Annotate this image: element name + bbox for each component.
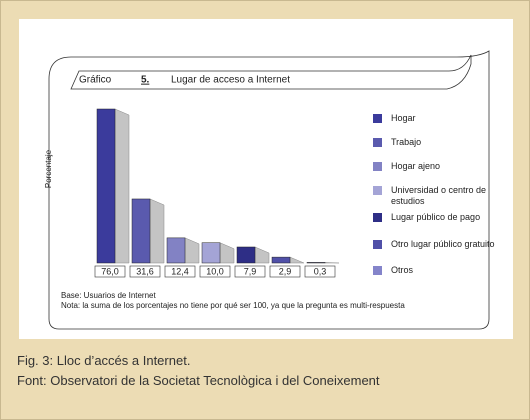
bar	[306, 262, 326, 264]
chart: Gráfico 5. Lugar de acceso a Internet Po…	[44, 50, 490, 330]
note: Nota: la suma de los porcentajes no tien…	[61, 301, 405, 310]
value-label-box	[269, 265, 301, 278]
bar	[201, 242, 221, 264]
bar-side	[324, 262, 340, 264]
caption-title: Fig. 3: Lloc d’accés a Internet.	[17, 353, 191, 368]
legend-swatch	[373, 213, 382, 222]
note: Base: Usuarios de Internet	[61, 291, 156, 300]
caption-source: Font: Observatori de la Societat Tecnolò…	[17, 373, 380, 388]
value-label-box	[234, 265, 266, 278]
title-number: 5.	[141, 75, 150, 86]
legend-swatch	[373, 186, 382, 195]
title-prefix: Gráfico	[79, 75, 112, 86]
bar	[236, 246, 256, 264]
bar-side	[149, 198, 165, 264]
value-label-box	[164, 265, 196, 278]
legend-label: Universidad o centro de estudios	[391, 185, 487, 206]
title-bar	[70, 54, 472, 90]
value-label-box	[129, 265, 161, 278]
bar-side	[289, 256, 305, 264]
legend-label: Otro lugar público gratuito	[391, 239, 495, 249]
legend-swatch	[373, 138, 382, 147]
bar-side	[254, 246, 270, 264]
value-label: 12,4	[171, 266, 189, 276]
legend-label: Hogar	[391, 113, 416, 123]
chart-title: Lugar de acceso a Internet	[171, 75, 290, 86]
legend-label: Trabajo	[391, 137, 422, 147]
legend-swatch	[373, 240, 382, 249]
bar	[166, 237, 186, 264]
bar	[96, 108, 116, 264]
bar	[271, 256, 291, 264]
legend-swatch	[373, 162, 382, 171]
value-label: 7,9	[244, 266, 257, 276]
value-label: 31,6	[136, 266, 154, 276]
chart-panel: Gráfico 5. Lugar de acceso a Internet Po…	[19, 19, 513, 339]
y-axis-label: Porcentaje	[44, 149, 53, 188]
chart-frame	[48, 50, 490, 330]
value-label: 76,0	[101, 266, 119, 276]
value-label-box	[94, 265, 126, 278]
value-label: 2,9	[279, 266, 292, 276]
legend-label: Otros	[391, 265, 414, 275]
value-label-box	[199, 265, 231, 278]
legend-label: Lugar público de pago	[391, 212, 481, 222]
value-label-box	[304, 265, 336, 278]
bar	[131, 198, 151, 264]
bar-side	[184, 237, 200, 264]
value-label: 0,3	[314, 266, 327, 276]
legend-swatch	[373, 266, 382, 275]
value-label: 10,0	[206, 266, 224, 276]
bar-side	[114, 108, 130, 264]
bar-side	[219, 242, 235, 264]
legend-label: Hogar ajeno	[391, 161, 441, 171]
legend-swatch	[373, 114, 382, 123]
